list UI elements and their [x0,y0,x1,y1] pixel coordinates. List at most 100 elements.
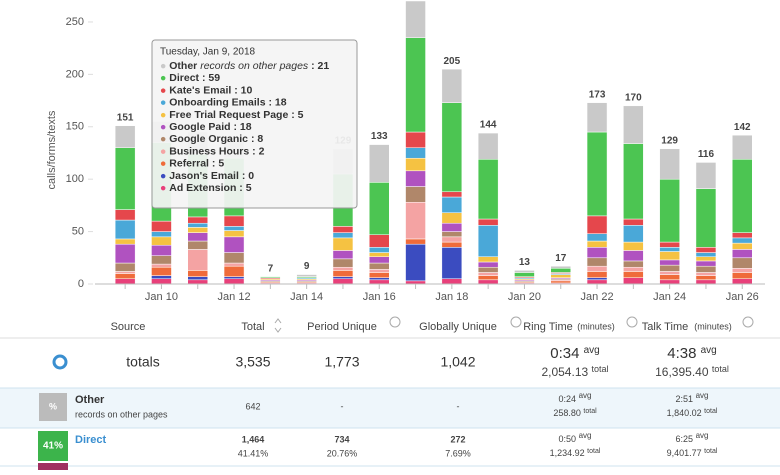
y-tick-label: 200 [66,68,84,80]
bar-segment [332,226,354,233]
bar-segment [151,263,172,268]
total-label: 173 [589,89,606,100]
total-cell: 258.80 total [553,408,597,419]
bar-segment [114,243,136,264]
bar-segment [369,182,390,235]
bar-segment [659,178,680,243]
x-tick-label: Jan 22 [581,291,614,303]
tooltip-row: ● Google Paid : 18 [160,121,252,133]
bar-segment [187,227,208,233]
cell: 734 [334,434,349,444]
x-tick-label: Jan 20 [508,291,541,303]
cell: 41.41% [238,448,269,458]
unit-label: (minutes) [694,321,732,331]
other-icon [39,393,67,421]
bar-segment [477,218,499,226]
cell: 3,535 [235,354,270,370]
bar-segment [586,131,608,217]
tooltip-box [151,39,358,209]
tooltip-sep: : [234,84,238,96]
bar-segment [623,271,644,278]
legend-dot: ● [160,84,169,96]
source-note: records on other pages [75,409,168,419]
avg-cell: 4:38 avg [667,345,717,362]
bar-segment [151,231,172,238]
y-tick-label: 250 [66,16,84,28]
bar-segment [550,274,571,278]
bar-segment [223,236,245,253]
avg-cell: 0:50 avg [559,431,592,444]
bar-segment [695,247,717,253]
legend-name: Onboarding Emails [169,96,265,108]
bar-segment [187,232,208,242]
gear-icon[interactable] [52,354,68,370]
bar-segment [732,249,753,259]
bar-segment [586,265,608,272]
legend-name: Ad Extension [169,182,236,194]
bar-segment [114,273,136,280]
bar-segment [659,247,680,252]
bar-segment [659,274,680,281]
total-label: 7 [268,263,274,274]
avg-value: 6:25 [676,434,694,444]
bar-segment [369,272,390,278]
bar-segment [151,278,172,285]
bar-segment [732,159,753,233]
tooltip-row: ● Kate's Email : 10 [160,84,252,96]
bar-segment [332,258,354,268]
legend-name: Free Trial Request Page [169,109,288,121]
bar-segment [405,157,426,172]
legend-dot: ● [160,109,169,121]
bar-segment [732,237,753,244]
avg-unit: avg [579,391,592,400]
tooltip-row: ● Business Hours : 2 [160,145,265,157]
bar-segment [369,256,390,264]
bar-segment [187,240,208,250]
legend-name: Google Organic [169,133,248,145]
total-cell: 1,234.92 total [550,448,601,459]
total-label: 151 [117,112,134,123]
bar-segment [732,278,753,285]
bar-segment [405,238,426,245]
legend-name: Business Hours [169,145,249,157]
total-unit: total [587,448,601,455]
bar-segment [732,257,753,269]
bar-segment [586,102,608,133]
tooltip-row: ● Free Trial Request Page : 5 [160,109,304,121]
x-tick-label: Jan 18 [435,291,468,303]
legend-name: Kate's Email [169,84,231,96]
total-cell: 9,401.77 total [667,448,718,459]
badge-label: 41% [43,441,63,452]
bar-segment [405,131,426,148]
bar-segment [260,276,281,278]
bar-segment [114,125,136,148]
sort-icon[interactable] [274,318,282,333]
total-unit: total [583,408,597,415]
bar-segment [405,37,426,133]
bar-segment [332,232,354,239]
bar-segment [586,215,608,234]
bar-segment [441,212,463,224]
tooltip-row: ● Onboarding Emails : 18 [160,96,287,108]
total-label: 116 [698,149,715,160]
legend-name: Referral [169,157,209,169]
legend-dot: ● [160,60,169,72]
cell: 1,042 [440,354,475,370]
bar-segment [477,256,499,263]
total-label: 170 [625,92,642,103]
cell: 642 [245,401,260,411]
bar-segment [623,266,644,272]
bar-segment [732,242,753,250]
total-label: 129 [661,135,678,146]
bar-segment [695,272,717,276]
bar-segment [477,261,499,268]
bar-segment [223,265,245,277]
avg-cell: 0:34 avg [550,345,600,362]
column-header: Talk Time [642,321,688,333]
cell: 272 [450,434,465,444]
legend-name: Jason's Email [169,170,239,182]
bar-segment [187,270,208,277]
bar-segment [405,170,426,187]
legend-name: Google Paid [169,121,230,133]
